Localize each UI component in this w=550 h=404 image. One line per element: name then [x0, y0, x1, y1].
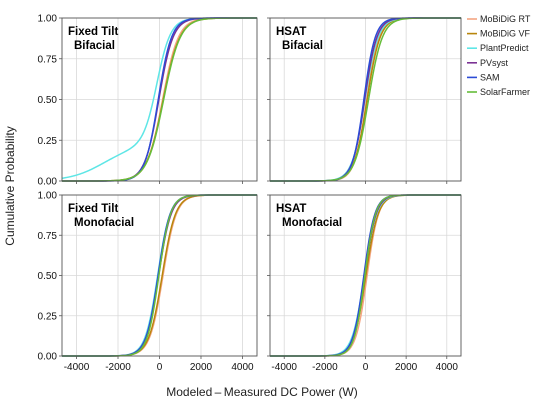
panel-title-line: Fixed Tilt: [68, 203, 118, 215]
panel-title-line: Bifacial: [282, 40, 323, 52]
y-tick-label: 0.25: [38, 136, 58, 147]
legend-label-mobidig-rt: MoBiDiG RT: [480, 14, 531, 24]
x-tick-label: -2000: [312, 362, 338, 373]
panel-title-line: HSAT: [276, 203, 306, 215]
x-tick-label: 0: [363, 362, 369, 373]
panel-title: HSAT Monofacial: [276, 203, 342, 229]
legend-label-plantpredict: PlantPredict: [480, 43, 529, 53]
x-tick-label: 4000: [231, 362, 254, 373]
panel-title-line: Fixed Tilt: [68, 26, 118, 38]
x-tick-label: 2000: [190, 362, 213, 373]
panel-title-line: Monofacial: [282, 217, 342, 229]
y-tick-label: 1.00: [38, 14, 58, 25]
x-tick-label: -4000: [64, 362, 90, 373]
panel-title-line: Monofacial: [74, 217, 134, 229]
y-tick-label: 0.50: [38, 95, 58, 106]
x-axis-title: Modeled – Measured DC Power (W): [166, 385, 358, 399]
legend-label-mobidig-vf: MoBiDiG VF: [480, 29, 531, 39]
panel-title-line: Bifacial: [74, 40, 115, 52]
x-tick-label: 2000: [395, 362, 418, 373]
legend-label-solarfarmer: SolarFarmer: [480, 87, 530, 97]
panel-1: 0.00 0.25 0.50 0.75 1.00 Fixed Tilt Bifacial: [38, 14, 258, 188]
panel-4: -4000 -2000 0 2000 4000 HSAT Monofacial: [267, 194, 462, 373]
panel-2: HSAT Bifacial: [267, 17, 462, 184]
legend-label-pvsyst: PVsyst: [480, 58, 509, 68]
panel-3: 0.00 0.25 0.50 0.75 1.00 -4000 -2000 0 2000 4000 F…: [38, 191, 258, 373]
y-tick-label: 0.25: [38, 311, 58, 322]
y-axis-title: Cumulative Probability: [3, 126, 17, 245]
y-tick-label: 0.75: [38, 54, 58, 65]
y-tick-label: 1.00: [38, 191, 58, 202]
x-tick-label: 0: [157, 362, 163, 373]
panel-title-line: HSAT: [276, 26, 306, 38]
y-tick-label: 0.75: [38, 231, 58, 242]
y-tick-label: 0.50: [38, 271, 58, 282]
legend-label-sam: SAM: [480, 72, 500, 82]
legend: MoBiDiG RT MoBiDiG VF PlantPredict PVsyst SA…: [467, 14, 531, 97]
panel-title: HSAT Bifacial: [276, 26, 323, 52]
y-tick-label: 0.00: [38, 352, 58, 363]
y-tick-label: 0.00: [38, 177, 58, 188]
panel-title: Fixed Tilt Bifacial: [68, 26, 118, 52]
x-tick-label: -4000: [271, 362, 297, 373]
panel-title: Fixed Tilt Monofacial: [68, 203, 134, 229]
x-tick-label: -2000: [105, 362, 131, 373]
x-tick-label: 4000: [436, 362, 459, 373]
